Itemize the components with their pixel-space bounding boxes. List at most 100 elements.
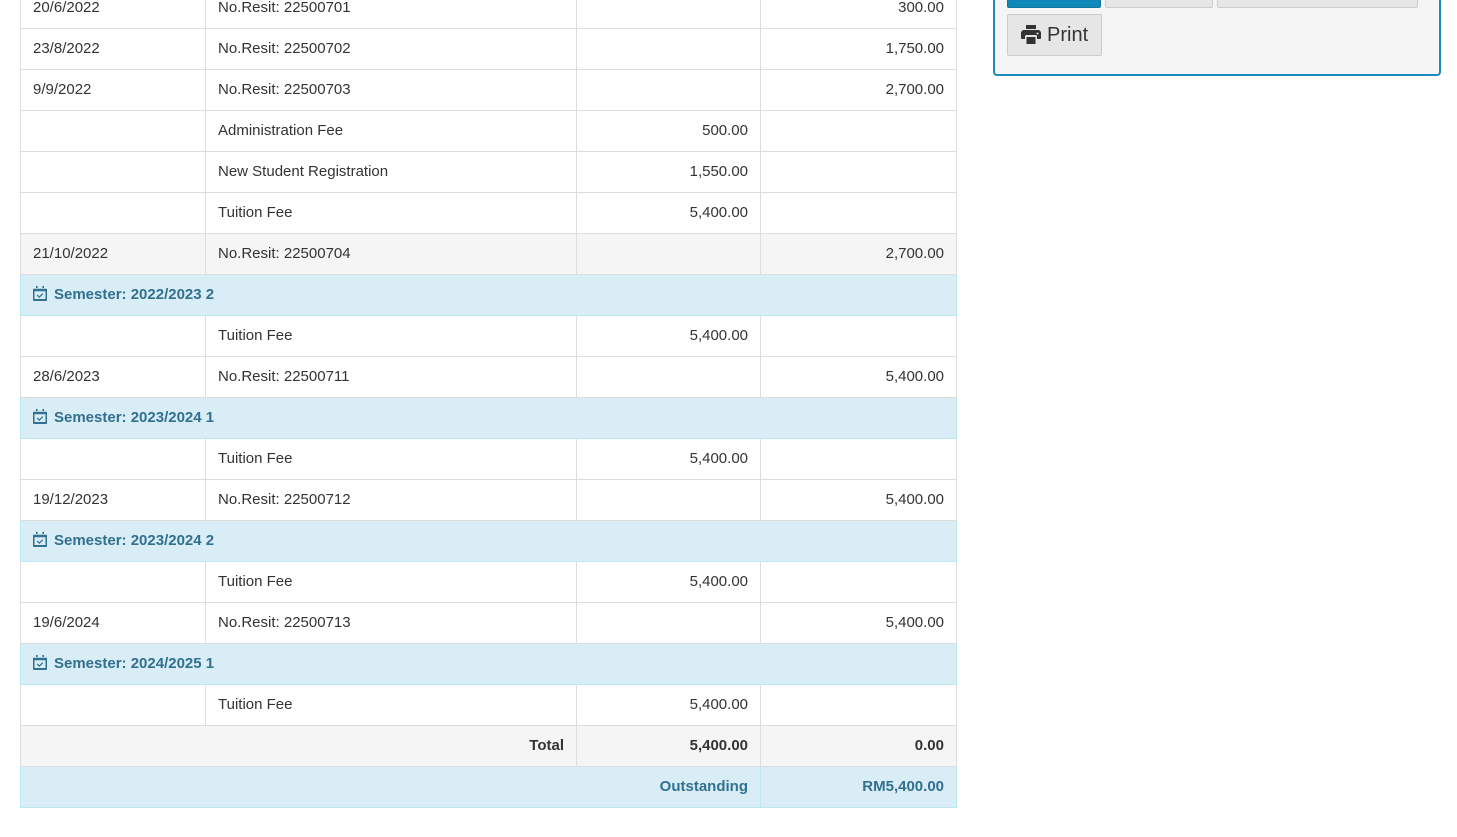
table-row: 23/8/2022 No.Resit: 22500702 1,750.00	[20, 28, 957, 70]
semester-label: Semester: 2022/2023 2	[54, 286, 215, 303]
cell-debit	[576, 356, 761, 398]
cell-debit: 5,400.00	[576, 315, 761, 357]
semester-header-row: Semester: 2024/2025 1	[20, 643, 957, 685]
table-row: Tuition Fee 5,400.00	[20, 684, 957, 726]
fee-statement-body: 20/6/2022 No.Resit: 22500701 300.00 23/8/20…	[20, 0, 957, 808]
cell-debit	[576, 233, 761, 275]
announcements-button[interactable]: Announcements	[1217, 0, 1418, 8]
cell-description: New Student Registration	[205, 151, 577, 193]
total-row: Total 5,400.00 0.00	[20, 725, 957, 767]
cell-date: 23/8/2022	[20, 28, 206, 70]
calendar-check-icon	[33, 286, 47, 301]
semester-header-cell: Semester: 2022/2023 2	[20, 274, 957, 316]
cell-debit	[576, 28, 761, 70]
semester-header-cell: Semester: 2024/2025 1	[20, 643, 957, 685]
cell-debit: 5,400.00	[576, 684, 761, 726]
cell-date	[20, 192, 206, 234]
cell-description: No.Resit: 22500702	[205, 28, 577, 70]
table-row: New Student Registration 1,550.00	[20, 151, 957, 193]
table-row: Administration Fee 500.00	[20, 110, 957, 152]
semester-label: Semester: 2023/2024 2	[54, 532, 215, 549]
cell-description: Tuition Fee	[205, 438, 577, 480]
cell-debit: 1,550.00	[576, 151, 761, 193]
cell-date	[20, 684, 206, 726]
cell-credit: 2,700.00	[760, 233, 957, 275]
cell-description: No.Resit: 22500704	[205, 233, 577, 275]
cell-description: Tuition Fee	[205, 561, 577, 603]
cell-credit: 5,400.00	[760, 356, 957, 398]
cell-date	[20, 151, 206, 193]
semester-header-cell: Semester: 2023/2024 2	[20, 520, 957, 562]
cell-date	[20, 110, 206, 152]
total-credit: 0.00	[760, 725, 957, 767]
cell-date: 20/6/2022	[20, 0, 206, 29]
table-row: Tuition Fee 5,400.00	[20, 561, 957, 603]
cell-description: No.Resit: 22500703	[205, 69, 577, 111]
cell-debit: 5,400.00	[576, 192, 761, 234]
cell-credit: 5,400.00	[760, 479, 957, 521]
cell-date	[20, 561, 206, 603]
table-row: 21/10/2022 No.Resit: 22500704 2,700.00	[20, 233, 957, 275]
cell-date: 19/12/2023	[20, 479, 206, 521]
cell-credit	[760, 315, 957, 357]
cell-credit: 5,400.00	[760, 602, 957, 644]
fee-statement-panel: 20/6/2022 No.Resit: 22500701 300.00 23/8/20…	[20, 0, 957, 808]
cell-description: No.Resit: 22500712	[205, 479, 577, 521]
outstanding-label: Outstanding	[20, 766, 761, 808]
cell-debit	[576, 602, 761, 644]
semester-header-row: Semester: 2023/2024 1	[20, 397, 957, 439]
cell-description: Tuition Fee	[205, 684, 577, 726]
cell-debit: 5,400.00	[576, 438, 761, 480]
cell-date: 9/9/2022	[20, 69, 206, 111]
cell-credit	[760, 151, 957, 193]
semester-header-row: Semester: 2022/2023 2	[20, 274, 957, 316]
cell-debit	[576, 0, 761, 29]
table-row: 9/9/2022 No.Resit: 22500703 2,700.00	[20, 69, 957, 111]
cell-date	[20, 315, 206, 357]
cell-credit: 2,700.00	[760, 69, 957, 111]
table-row: 19/6/2024 No.Resit: 22500713 5,400.00	[20, 602, 957, 644]
table-row: Tuition Fee 5,400.00	[20, 315, 957, 357]
total-label: Total	[20, 725, 577, 767]
cell-credit	[760, 438, 957, 480]
printer-icon	[1021, 25, 1041, 44]
cell-debit: 500.00	[576, 110, 761, 152]
semester-label: Semester: 2023/2024 1	[54, 409, 215, 426]
print-button[interactable]: Print	[1007, 14, 1103, 56]
table-row: 19/12/2023 No.Resit: 22500712 5,400.00	[20, 479, 957, 521]
semester-label: Semester: 2024/2025 1	[54, 655, 215, 672]
cell-description: Administration Fee	[205, 110, 577, 152]
cell-debit	[576, 479, 761, 521]
cell-debit	[576, 69, 761, 111]
profile-button[interactable]: Profile	[1105, 0, 1214, 8]
cell-credit	[760, 192, 957, 234]
quick-actions-button-group: PayProfileAnnouncements Print	[1007, 0, 1427, 62]
table-row: 20/6/2022 No.Resit: 22500701 300.00	[20, 0, 957, 29]
pay-button[interactable]: Pay	[1007, 0, 1102, 8]
table-row: Tuition Fee 5,400.00	[20, 192, 957, 234]
quick-actions-panel: PayProfileAnnouncements Print	[993, 0, 1441, 76]
fee-statement-table: 20/6/2022 No.Resit: 22500701 300.00 23/8/20…	[20, 0, 957, 808]
cell-description: No.Resit: 22500713	[205, 602, 577, 644]
calendar-check-icon	[33, 409, 47, 424]
table-row: 28/6/2023 No.Resit: 22500711 5,400.00	[20, 356, 957, 398]
print-button-label: Print	[1047, 24, 1089, 46]
cell-debit: 5,400.00	[576, 561, 761, 603]
calendar-check-icon	[33, 655, 47, 670]
cell-credit	[760, 110, 957, 152]
cell-date: 21/10/2022	[20, 233, 206, 275]
cell-description: No.Resit: 22500701	[205, 0, 577, 29]
outstanding-value: RM5,400.00	[760, 766, 957, 808]
cell-description: No.Resit: 22500711	[205, 356, 577, 398]
total-debit: 5,400.00	[576, 725, 761, 767]
semester-header-cell: Semester: 2023/2024 1	[20, 397, 957, 439]
cell-description: Tuition Fee	[205, 315, 577, 357]
semester-header-row: Semester: 2023/2024 2	[20, 520, 957, 562]
cell-date	[20, 438, 206, 480]
cell-credit	[760, 684, 957, 726]
outstanding-row: Outstanding RM5,400.00	[20, 766, 957, 808]
cell-date: 19/6/2024	[20, 602, 206, 644]
cell-date: 28/6/2023	[20, 356, 206, 398]
cell-credit	[760, 561, 957, 603]
